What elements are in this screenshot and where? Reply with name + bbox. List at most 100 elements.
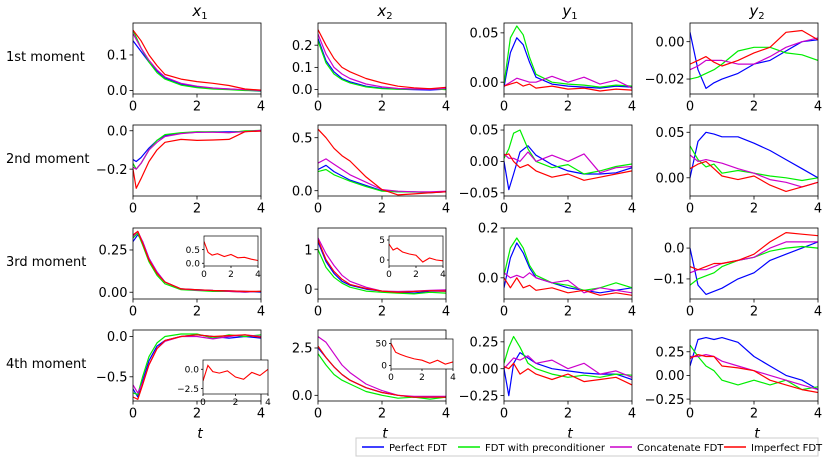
panel-r1-c1-xtick-label-2: 4 (257, 100, 265, 115)
panel-r4-c4-line-fdt-with-preconditioner (690, 344, 818, 391)
legend-frame (355, 437, 819, 457)
panel-r2-c2-xtick-label-1: 2 (378, 202, 386, 217)
panel-r2-c1-xtick-label-1: 2 (193, 202, 201, 217)
panel-r2-c4-ytick-label-0: 0.05 (656, 126, 685, 141)
panel-r3-c2-inset-frame (388, 235, 444, 267)
panel-r3-c3: 0 2 4 0.2 0.0 (478, 222, 636, 320)
panel-r2-c4-xtick-label-2: 4 (814, 202, 822, 217)
panel-r4-c2-line-fdt-with-preconditioner (318, 353, 446, 400)
panel-r3-c3-ytick-label-0: 0.2 (478, 222, 499, 237)
panel-r2-c2-line-perfect-fdt (318, 164, 446, 194)
panel-r4-c3-ytick-label-0: 0.25 (470, 336, 499, 351)
panel-r2-c1-ytick-label-1: −0.2 (96, 163, 128, 178)
panel-r3-c2-line-fdt-with-preconditioner (318, 249, 446, 295)
panel-r1-c1-xtick-label-0: 0 (129, 100, 137, 115)
panel-r3-c2-ytick-label-1: 1 (304, 243, 312, 258)
panel-r3-c2-inset-ytick-label-0: 5 (379, 236, 385, 246)
panel-r4-c2-inset-ytick-label-1: 0 (381, 362, 387, 372)
column-title-y1-main: y (561, 2, 572, 20)
panel-r3-c1-ytick-label-0: 0.00 (99, 286, 128, 301)
panel-r4-c1-xtick-label-0: 0 (129, 407, 137, 422)
panel-r2-c3: 0 2 4 0.05 0.00 −0.05 (459, 124, 636, 217)
panel-r3-c2-line-imperfect-fdt (318, 239, 446, 293)
row-label-3rd-moment: 3rd moment (6, 255, 86, 270)
panel-r4-c4: 0 2 4 0.25 0.00 −0.25 (645, 329, 822, 422)
legend-label-fdt-with-preconditioner: FDT with preconditioner (485, 443, 606, 454)
row-label-2nd-moment: 2nd moment (6, 152, 90, 167)
panel-r4-c3-ytick-label-2: −0.25 (459, 389, 499, 404)
panel-r4-c1-line-imperfect-fdt (133, 334, 261, 400)
panel-r3-c2-xtick-label-2: 4 (442, 305, 450, 320)
panel-r3-c1: 0 2 4 0.00 0.25 0 2 4 0.5 0.0 (99, 227, 265, 320)
panel-r1-c1-ytick-label-1: 0.1 (107, 49, 128, 64)
panel-r3-c1-line-imperfect-fdt (133, 230, 261, 292)
panel-r4-c3-xtick-label-1: 2 (564, 407, 572, 422)
panel-r4-c4-xtick-label-0: 0 (686, 407, 694, 422)
panel-r3-c1-inset-bg (204, 236, 258, 266)
panel-r2-c1-xtick-label-0: 0 (129, 202, 137, 217)
panel-r1-c3-line-perfect-fdt (504, 37, 632, 89)
panel-r4-c1-inset: 0 2 4 0.0 −2.5 (177, 359, 271, 408)
panel-r4-c3-ytick-label-1: 0.00 (470, 362, 499, 377)
panel-r4-c3: 0 2 4 0.25 0.00 −0.25 (459, 329, 636, 422)
panel-r1-c1-xtick-label-1: 2 (193, 100, 201, 115)
panel-r2-c2-xtick-label-0: 0 (314, 202, 322, 217)
panel-r1-c1-line-concatenate-fdt (133, 33, 261, 92)
panel-r2-c3-ytick-label-1: 0.00 (470, 155, 499, 170)
panel-r1-c4-xtick-label-0: 0 (686, 100, 694, 115)
column-title-y1-sub: 1 (571, 11, 577, 22)
panel-r4-c1-inset-frame (202, 359, 269, 395)
panel-r4-c4-ytick-label-2: −0.25 (645, 393, 685, 408)
panel-r2-c3-line-fdt-with-preconditioner (504, 129, 632, 175)
panel-r1-c2-line-concatenate-fdt (318, 33, 446, 90)
panel-r3-c1-xtick-label-2: 4 (257, 305, 265, 320)
panel-r3-c1-inset-ytick-label-1: 0.0 (186, 260, 201, 270)
panel-r4-c1-inset-line-imperfect-fdt (203, 364, 268, 382)
panel-r4-c2-xtick-label-2: 4 (442, 407, 450, 422)
panel-r4-c3-frame (503, 329, 633, 402)
panel-r4-c1-xtick-label-2: 4 (257, 407, 265, 422)
panel-r2-c1-ytick-label-0: 0.0 (107, 124, 128, 139)
panel-r3-c3-line-fdt-with-preconditioner (504, 237, 632, 291)
panel-r4-c1-inset-xtick-label-2: 4 (265, 398, 271, 408)
panel-r3-c2-inset-bg (389, 236, 443, 266)
panel-r3-c1-inset-line-imperfect-fdt (204, 241, 258, 262)
panel-r3-c2-ytick-label-0: 0 (304, 283, 312, 298)
panel-r1-c2: 0 2 4 0.0 0.1 0.2 (292, 22, 450, 115)
panel-r2-c2-line-concatenate-fdt (318, 158, 446, 193)
panel-r3-c2-inset-xtick-label-2: 4 (440, 270, 446, 280)
panel-r1-c3-line-concatenate-fdt (504, 75, 632, 89)
panel-r1-c4-xtick-label-1: 2 (750, 100, 758, 115)
panel-r4-c2-xtick-label-0: 0 (314, 407, 322, 422)
panel-r3-c4-xtick-label-1: 2 (750, 305, 758, 320)
panel-r2-c4-line-fdt-with-preconditioner (690, 145, 818, 182)
column-titles: x1 x2 y1 y2 (191, 2, 764, 22)
panel-r4-c2-line-imperfect-fdt (318, 345, 446, 398)
panel-r2-c2-ytick-label-0: 0.0 (292, 184, 313, 199)
xlabel-col2: t (382, 426, 388, 442)
panel-r4-c2-inset-xtick-label-1: 2 (419, 373, 425, 383)
panel-r1-c1-ytick-label-0: 0.0 (107, 84, 128, 99)
panel-r1-c1-line-fdt-with-preconditioner (133, 29, 261, 92)
panel-r2-c2-xtick-label-2: 4 (442, 202, 450, 217)
panel-r4-c2-inset-bg (391, 339, 453, 369)
row-labels: 1st moment 2nd moment 3rd moment 4th mom… (6, 50, 90, 372)
column-title-x1-sub: 1 (201, 11, 207, 22)
panel-r1-c3-xtick-label-1: 2 (564, 100, 572, 115)
panel-r4-c4-xtick-label-1: 2 (750, 407, 758, 422)
panel-r3-c3-xtick-label-1: 2 (564, 305, 572, 320)
column-title-x1: x1 (191, 2, 207, 22)
panel-r4-c2-inset-frame (390, 338, 454, 370)
panel-r4-c3-line-imperfect-fdt (504, 362, 632, 386)
panel-r3-c2-series (318, 237, 446, 295)
panel-r2-c1-series (133, 129, 261, 189)
panel-r3-c2-inset-xtick-label-1: 2 (413, 270, 419, 280)
panel-r3-c4-ytick-label-1: −0.1 (653, 273, 685, 288)
panel-r2-c1: 0 2 4 0.0 −0.2 (96, 124, 265, 216)
panel-r1-c1: 0 2 4 0.0 0.1 (107, 22, 265, 115)
panel-r2-c3-line-imperfect-fdt (504, 153, 632, 181)
panel-r2-c3-ytick-label-2: −0.05 (459, 187, 499, 202)
panel-r3-c4-xtick-label-0: 0 (686, 305, 694, 320)
panel-r1-c4-series (690, 29, 818, 90)
